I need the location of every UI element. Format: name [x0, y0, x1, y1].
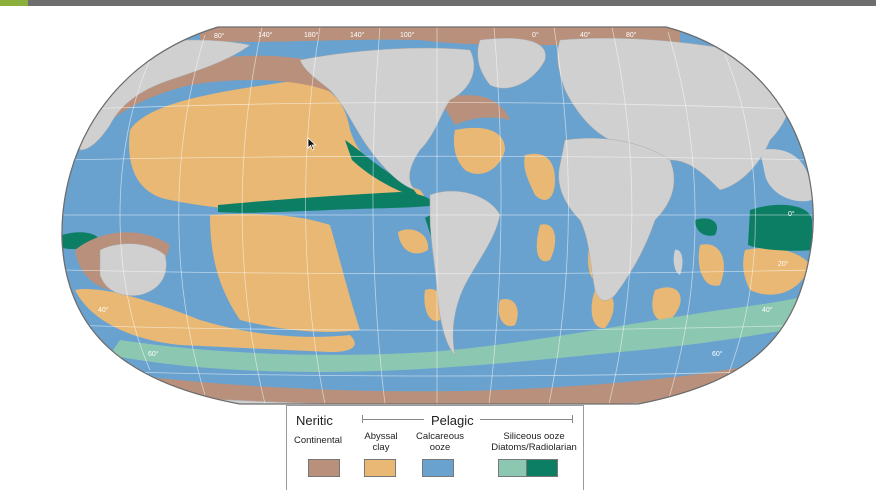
abyssal-clay-indian-4: [743, 248, 810, 295]
legend: Neritic Pelagic Continental Abyssal clay…: [286, 405, 584, 491]
lon-label: 100°: [400, 31, 415, 39]
pelagic-bracket-right: [480, 419, 572, 420]
pelagic-bracket-right-tick: [572, 415, 573, 423]
lat-label: 60°: [712, 350, 723, 358]
legend-neritic-title: Neritic: [296, 413, 333, 428]
radiolarian-arabian: [695, 218, 718, 236]
lat-label: 40°: [98, 306, 109, 314]
abyssal-clay-indian-2: [652, 287, 681, 321]
swatch-radiolarian: [526, 459, 558, 477]
abyssal-clay-north-pacific: [129, 80, 424, 211]
abyssal-clay-indian-3: [698, 244, 724, 286]
graticule: [61, 27, 813, 404]
globe-outline: [61, 26, 814, 405]
swatch-abyssal-clay: [364, 459, 396, 477]
swatch-calcareous-ooze: [422, 459, 454, 477]
abyssal-clay-argentine: [424, 289, 442, 321]
radiolarian-indian-east: [748, 204, 812, 251]
lon-label: 180°: [304, 31, 319, 39]
land-madagascar: [673, 249, 683, 275]
lat-label: 40°: [762, 306, 773, 314]
abyssal-clay-north-atlantic: [453, 127, 505, 174]
latitude-labels: 40° 60° 0° 20° 40° 60°: [98, 210, 795, 358]
abyssal-clay-pacific-west: [75, 289, 355, 352]
pelagic-bracket-left: [362, 419, 424, 420]
lon-label: 80°: [214, 32, 225, 40]
longitude-labels: 80° 140° 180° 140° 100° 0° 40° 80°: [214, 31, 637, 40]
top-bar-accent: [0, 0, 28, 6]
land-australia: [99, 243, 167, 296]
lon-label: 140°: [258, 31, 273, 39]
radiolarian-equatorial-pacific: [218, 192, 435, 213]
top-bar: [0, 0, 876, 6]
legend-label-siliceous-ooze: Siliceous ooze Diatoms/Radiolarian: [491, 431, 577, 453]
lon-label: 40°: [580, 31, 591, 39]
legend-label-continental: Continental: [293, 435, 343, 446]
land-east-indies: [760, 149, 812, 202]
mouse-cursor-icon: [307, 137, 317, 151]
abyssal-clay-brazil: [398, 229, 429, 254]
abyssal-clay-south-atlantic: [536, 224, 556, 262]
swatch-continental: [308, 459, 340, 477]
land-north-america: [299, 47, 475, 191]
legend-label-abyssal-clay: Abyssal clay: [364, 431, 398, 453]
lon-label: 140°: [350, 31, 365, 39]
lat-label: 20°: [778, 260, 789, 268]
lat-label: 0°: [788, 210, 795, 218]
diatom-southern-ring: [110, 295, 812, 372]
lon-label: 80°: [626, 31, 637, 39]
land-greenland: [477, 37, 546, 89]
legend-pelagic-title: Pelagic: [431, 413, 474, 428]
abyssal-clay-atlantic-east: [524, 153, 555, 200]
legend-label-calcareous-ooze: Calcareous ooze: [415, 431, 465, 453]
lat-label: 60°: [148, 350, 159, 358]
lon-label: 0°: [532, 31, 539, 39]
radiolarian-peru: [345, 140, 420, 198]
abyssal-clay-south-atlantic-2: [498, 299, 518, 327]
